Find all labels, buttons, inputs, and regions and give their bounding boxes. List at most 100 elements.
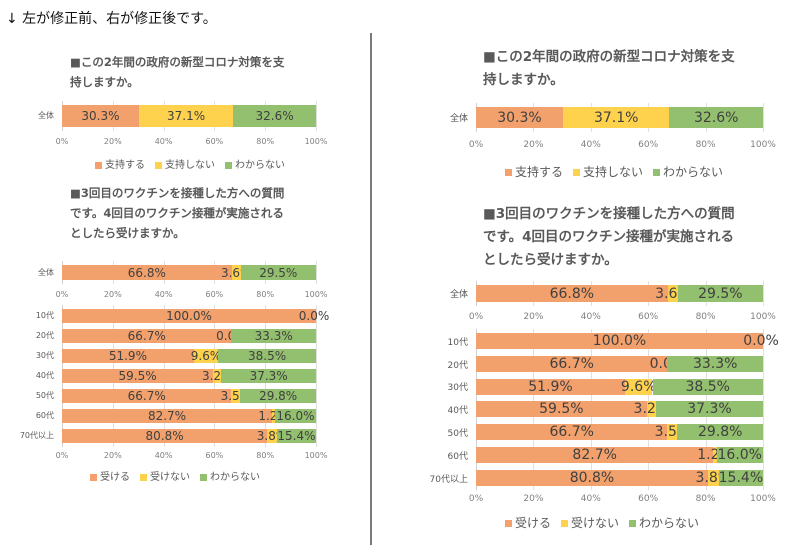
data-label: 100.0% bbox=[592, 333, 647, 349]
data-label: 32.6% bbox=[255, 109, 294, 123]
legend-label: わからない bbox=[663, 165, 724, 179]
legend-swatch bbox=[505, 520, 512, 527]
tick-label: 80% bbox=[256, 451, 275, 460]
tick-label: 60% bbox=[205, 137, 224, 146]
category-label: 30代 bbox=[447, 383, 468, 394]
category-label: 全体 bbox=[449, 114, 468, 125]
bar-segment-受けない bbox=[707, 469, 719, 486]
data-label: 80.8% bbox=[145, 429, 184, 443]
bar-segment-わからない bbox=[669, 107, 763, 128]
category-label: 40代 bbox=[35, 371, 54, 381]
legend: 受ける 受けない わからない bbox=[505, 514, 709, 531]
tick-label: 20% bbox=[523, 312, 544, 322]
data-label: 59.5% bbox=[539, 401, 584, 418]
legend-swatch bbox=[225, 161, 232, 169]
legend: 支持する 支持しない わからない bbox=[95, 156, 295, 171]
tick-label: 0% bbox=[55, 290, 69, 299]
bar-segment-わからない bbox=[677, 424, 763, 441]
data-label: 66.8% bbox=[127, 265, 166, 280]
bar-segment-受けない bbox=[624, 378, 653, 395]
data-label: 37.1% bbox=[593, 109, 639, 126]
tick-label: 60% bbox=[205, 290, 224, 299]
data-label: 29.5% bbox=[259, 265, 298, 280]
category-label: 70代以上 bbox=[19, 431, 54, 441]
legend-item: わからない bbox=[629, 514, 699, 531]
category-label: 40代 bbox=[447, 406, 468, 417]
category-label: 20代 bbox=[35, 331, 54, 341]
data-label: 9.6% bbox=[620, 378, 657, 395]
bar-segment-受けない bbox=[272, 409, 276, 423]
legend-item: 受ける bbox=[505, 514, 551, 531]
tick-label: 100% bbox=[304, 290, 328, 299]
bar-segment-受ける bbox=[62, 349, 194, 363]
data-label: 32.6% bbox=[693, 109, 739, 126]
tick-label: 80% bbox=[695, 312, 716, 322]
data-label: 66.7% bbox=[127, 329, 166, 343]
bar-segment-受けない bbox=[667, 285, 679, 302]
tick-label: 0% bbox=[468, 140, 484, 150]
data-label: 82.7% bbox=[147, 409, 187, 423]
legend-swatch bbox=[505, 169, 512, 176]
data-label: 29.5% bbox=[698, 285, 743, 302]
bar-segment-受けない bbox=[193, 349, 219, 363]
gridline bbox=[316, 305, 317, 447]
bar-segment-受けない bbox=[646, 401, 656, 418]
bar-segment-わからない bbox=[655, 401, 763, 418]
bar-segment-受ける bbox=[476, 378, 625, 395]
tick-label: 40% bbox=[580, 312, 601, 322]
tick-label: 40% bbox=[154, 137, 173, 146]
bar-segment-わからない bbox=[240, 389, 316, 403]
bar-segment-わからない bbox=[652, 378, 763, 395]
tick-label: 100% bbox=[750, 140, 776, 150]
data-label: 0.0% bbox=[743, 333, 779, 349]
tick-label: 20% bbox=[523, 140, 544, 150]
tick-label: 100% bbox=[750, 312, 776, 322]
legend-swatch bbox=[573, 169, 581, 176]
tick-label: 40% bbox=[580, 140, 601, 150]
data-label: 30.3% bbox=[81, 109, 120, 123]
legend-label: 受ける bbox=[515, 516, 552, 530]
tick-label: 80% bbox=[695, 494, 716, 504]
bar-segment-わからない bbox=[716, 447, 763, 463]
legend-label: 支持する bbox=[515, 165, 564, 179]
legend-label: 受けない bbox=[571, 516, 620, 530]
chart-title-line: 持しますか。 bbox=[70, 75, 139, 89]
tick-label: 0% bbox=[468, 494, 484, 504]
bar-segment-わからない bbox=[231, 329, 316, 343]
category-label: 全体 bbox=[449, 290, 468, 301]
tick-label: 0% bbox=[468, 312, 484, 322]
data-label: 16.0% bbox=[717, 447, 762, 463]
legend-item: 支持しない bbox=[155, 156, 215, 171]
bar-segment-支持しない bbox=[138, 105, 234, 127]
bar-segment-支持する bbox=[476, 107, 563, 128]
legend-swatch bbox=[561, 520, 569, 527]
chart-title-line: です。4回目のワクチン接種が実施される bbox=[483, 229, 735, 245]
chart-title-line: ■この2年間の政府の新型コロナ対策を支 bbox=[70, 55, 285, 69]
data-label: 9.6% bbox=[190, 349, 222, 363]
legend-swatch bbox=[629, 520, 637, 527]
legend-item: 支持する bbox=[95, 156, 145, 171]
category-label: 10代 bbox=[35, 311, 54, 321]
gridline bbox=[316, 101, 317, 131]
bar-segment-わからない bbox=[221, 369, 316, 383]
bar-segment-支持しない bbox=[562, 107, 670, 128]
legend-item: わからない bbox=[225, 156, 285, 171]
bar-segment-受ける bbox=[62, 409, 273, 423]
tick-label: 0% bbox=[55, 137, 69, 146]
legend-item: わからない bbox=[653, 163, 723, 180]
chart-title-line: としたら受けますか。 bbox=[70, 226, 185, 240]
chart-title-line: ■3回目のワクチンを接種した方への質問 bbox=[70, 186, 285, 200]
bar-segment-受けない bbox=[213, 369, 222, 383]
data-label: 66.7% bbox=[127, 389, 166, 403]
data-label: 30.3% bbox=[497, 109, 542, 126]
bar-segment-受けない bbox=[667, 424, 678, 441]
bar-segment-わからない bbox=[678, 285, 763, 302]
chart-title-line: としたら受けますか。 bbox=[483, 252, 618, 268]
legend-item: 支持する bbox=[505, 163, 563, 180]
data-label: 37.3% bbox=[687, 401, 732, 418]
gridline bbox=[763, 281, 764, 306]
data-label: 82.7% bbox=[572, 447, 617, 463]
tick-label: 40% bbox=[580, 494, 601, 504]
category-label: 60代 bbox=[447, 451, 468, 462]
bar-segment-受ける bbox=[62, 429, 268, 443]
